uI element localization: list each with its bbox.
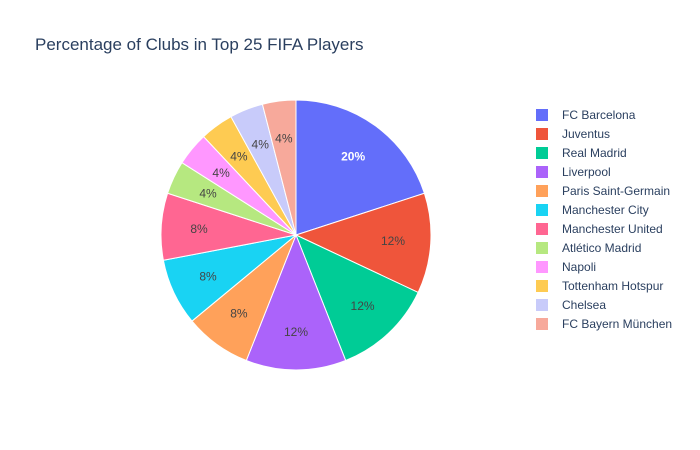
legend-label: Napoli xyxy=(562,259,597,274)
legend: FC Barcelona Juventus Real Madrid Liverpool… xyxy=(536,105,672,333)
legend-swatch xyxy=(536,241,548,254)
slice-percent-label: 8% xyxy=(230,307,248,321)
legend-item[interactable]: FC Barcelona xyxy=(536,105,672,124)
legend-item[interactable]: Manchester City xyxy=(536,200,672,219)
legend-item[interactable]: Liverpool xyxy=(536,162,672,181)
legend-swatch xyxy=(536,127,548,140)
pie-slices xyxy=(160,99,432,371)
legend-label: FC Bayern München xyxy=(562,316,673,331)
legend-swatch xyxy=(536,165,548,178)
chart-title: Percentage of Clubs in Top 25 FIFA Playe… xyxy=(35,35,364,54)
slice-percent-label: 12% xyxy=(284,325,308,339)
pie-slice-labels: 20%12%12%12%8%8%8%4%4%4%4% 4% xyxy=(190,132,405,340)
legend-label: Paris Saint-Germain xyxy=(562,183,671,198)
legend-swatch xyxy=(536,317,548,330)
legend-swatch xyxy=(536,260,548,273)
legend-item[interactable]: Juventus xyxy=(536,124,672,143)
legend-swatch xyxy=(536,108,548,121)
legend-label: Atlético Madrid xyxy=(562,240,642,255)
legend-item[interactable]: Tottenham Hotspur xyxy=(536,276,672,295)
slice-percent-label: 4% xyxy=(230,149,248,163)
legend-label: Liverpool xyxy=(562,164,611,179)
legend-swatch xyxy=(536,184,548,197)
pie-slice-real-madrid[interactable] xyxy=(295,234,419,362)
legend-label: Manchester City xyxy=(562,202,649,217)
slice-percent-label: 20% xyxy=(341,149,365,163)
legend-swatch xyxy=(536,203,548,216)
legend-label: Real Madrid xyxy=(562,145,627,160)
legend-label: Chelsea xyxy=(562,297,607,312)
legend-swatch xyxy=(536,298,548,311)
legend-item[interactable]: Napoli xyxy=(536,257,672,276)
slice-percent-label: 4% xyxy=(212,166,230,180)
slice-percent-label: 4% xyxy=(275,132,293,146)
legend-item[interactable]: Atlético Madrid xyxy=(536,238,672,257)
legend-label: Tottenham Hotspur xyxy=(562,278,664,293)
legend-label: Manchester United xyxy=(562,221,663,236)
pie-slice-liverpool[interactable] xyxy=(245,233,347,371)
legend-swatch xyxy=(536,146,548,159)
slice-percent-label: 12% xyxy=(351,299,375,313)
pie-slice-juventus[interactable] xyxy=(294,192,432,294)
legend-item[interactable]: Chelsea xyxy=(536,295,672,314)
legend-swatch xyxy=(536,222,548,235)
legend-item[interactable]: FC Bayern München xyxy=(536,314,672,333)
legend-swatch xyxy=(536,279,548,292)
legend-label: FC Barcelona xyxy=(562,107,636,122)
slice-percent-label: 12% xyxy=(381,234,405,248)
slice-percent-label: 8% xyxy=(190,222,208,236)
slice-percent-label: 4% xyxy=(199,187,217,201)
pie-slice-fc-barcelona[interactable] xyxy=(295,99,426,236)
slice-percent-label: 8% xyxy=(199,269,217,283)
slice-percent-label: 4% xyxy=(252,138,270,152)
pie-slice-fc-bayern-m-nchen[interactable] xyxy=(261,99,297,236)
legend-item[interactable]: Real Madrid xyxy=(536,143,672,162)
legend-item[interactable]: Manchester United xyxy=(536,219,672,238)
legend-label: Juventus xyxy=(562,126,611,141)
legend-item[interactable]: Paris Saint-Germain xyxy=(536,181,672,200)
